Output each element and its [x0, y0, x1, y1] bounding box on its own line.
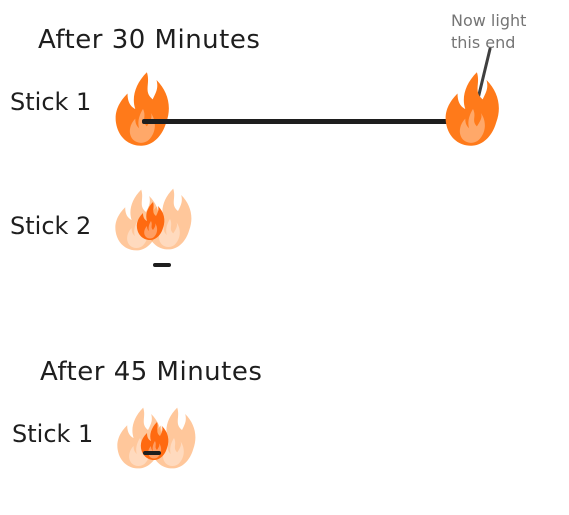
flame-icon [140, 422, 169, 460]
heading-after-30-minutes: After 30 Minutes [38, 25, 261, 55]
flame-icon [115, 72, 169, 146]
label-stick-2: Stick 2 [10, 212, 92, 240]
annotation-text: Now light this end [451, 10, 526, 54]
stick-2-remaining [153, 263, 171, 267]
flame-icon [445, 72, 499, 146]
label-stick-1-top: Stick 1 [10, 88, 92, 116]
heading-after-45-minutes: After 45 Minutes [40, 357, 263, 387]
annotation-line-2: this end [451, 33, 516, 52]
stick-1-line [142, 119, 472, 124]
annotation-line-1: Now light [451, 11, 527, 30]
flame-icon [136, 202, 165, 240]
label-stick-1-bottom: Stick 1 [12, 420, 94, 448]
stick-1-remaining [143, 451, 161, 455]
